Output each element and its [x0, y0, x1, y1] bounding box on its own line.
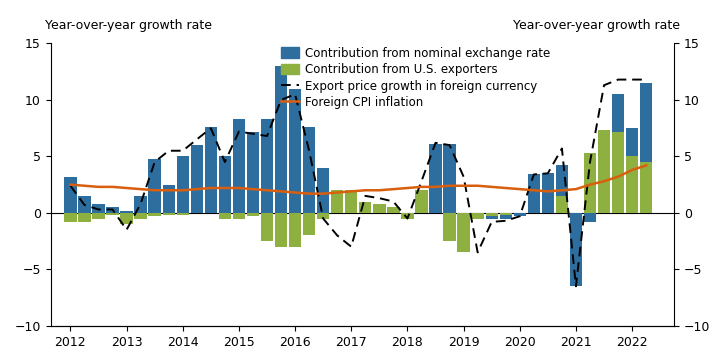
Bar: [317, 213, 329, 219]
Bar: [261, 213, 273, 241]
Bar: [612, 131, 624, 213]
Bar: [177, 213, 189, 215]
Bar: [542, 173, 554, 213]
Bar: [359, 207, 371, 213]
Bar: [471, 213, 484, 216]
Bar: [247, 131, 259, 213]
Bar: [401, 213, 414, 219]
Bar: [373, 207, 386, 213]
Bar: [303, 127, 315, 213]
Bar: [500, 213, 512, 219]
Bar: [387, 207, 399, 213]
Bar: [92, 204, 104, 213]
Bar: [331, 190, 344, 213]
Bar: [444, 144, 456, 213]
Bar: [233, 213, 245, 219]
Bar: [373, 204, 386, 213]
Bar: [317, 168, 329, 213]
Bar: [78, 213, 91, 222]
Bar: [626, 128, 638, 213]
Bar: [486, 213, 498, 219]
Bar: [134, 196, 146, 213]
Bar: [345, 190, 357, 213]
Bar: [107, 213, 119, 215]
Bar: [162, 185, 175, 213]
Bar: [120, 211, 133, 213]
Bar: [500, 213, 512, 215]
Bar: [471, 213, 484, 219]
Bar: [233, 119, 245, 213]
Bar: [149, 213, 161, 216]
Text: Year-over-year growth rate: Year-over-year growth rate: [44, 19, 212, 32]
Bar: [640, 162, 652, 213]
Legend: Contribution from nominal exchange rate, Contribution from U.S. exporters, Expor: Contribution from nominal exchange rate,…: [281, 47, 550, 109]
Bar: [528, 174, 540, 213]
Bar: [191, 145, 203, 213]
Bar: [162, 213, 175, 215]
Bar: [556, 165, 568, 213]
Bar: [584, 213, 596, 222]
Bar: [401, 213, 414, 219]
Bar: [556, 196, 568, 213]
Bar: [92, 213, 104, 219]
Bar: [359, 202, 371, 213]
Bar: [513, 213, 526, 216]
Bar: [331, 207, 344, 213]
Bar: [261, 119, 273, 213]
Bar: [219, 213, 231, 219]
Bar: [570, 213, 582, 286]
Bar: [457, 213, 470, 252]
Bar: [219, 156, 231, 213]
Bar: [486, 213, 498, 216]
Bar: [626, 156, 638, 213]
Bar: [177, 156, 189, 213]
Bar: [289, 89, 302, 213]
Bar: [584, 153, 596, 213]
Bar: [289, 213, 302, 247]
Bar: [247, 213, 259, 216]
Bar: [107, 207, 119, 213]
Bar: [640, 83, 652, 213]
Bar: [149, 159, 161, 213]
Bar: [387, 207, 399, 213]
Bar: [598, 130, 610, 213]
Bar: [65, 213, 77, 222]
Bar: [598, 168, 610, 213]
Bar: [120, 213, 133, 224]
Bar: [415, 190, 428, 213]
Bar: [204, 127, 217, 213]
Bar: [275, 66, 287, 213]
Bar: [457, 213, 470, 215]
Bar: [134, 213, 146, 219]
Bar: [444, 213, 456, 241]
Bar: [65, 177, 77, 213]
Bar: [275, 213, 287, 247]
Bar: [429, 144, 442, 213]
Bar: [415, 204, 428, 213]
Bar: [78, 196, 91, 213]
Text: Year-over-year growth rate: Year-over-year growth rate: [513, 19, 681, 32]
Bar: [303, 213, 315, 235]
Bar: [612, 94, 624, 213]
